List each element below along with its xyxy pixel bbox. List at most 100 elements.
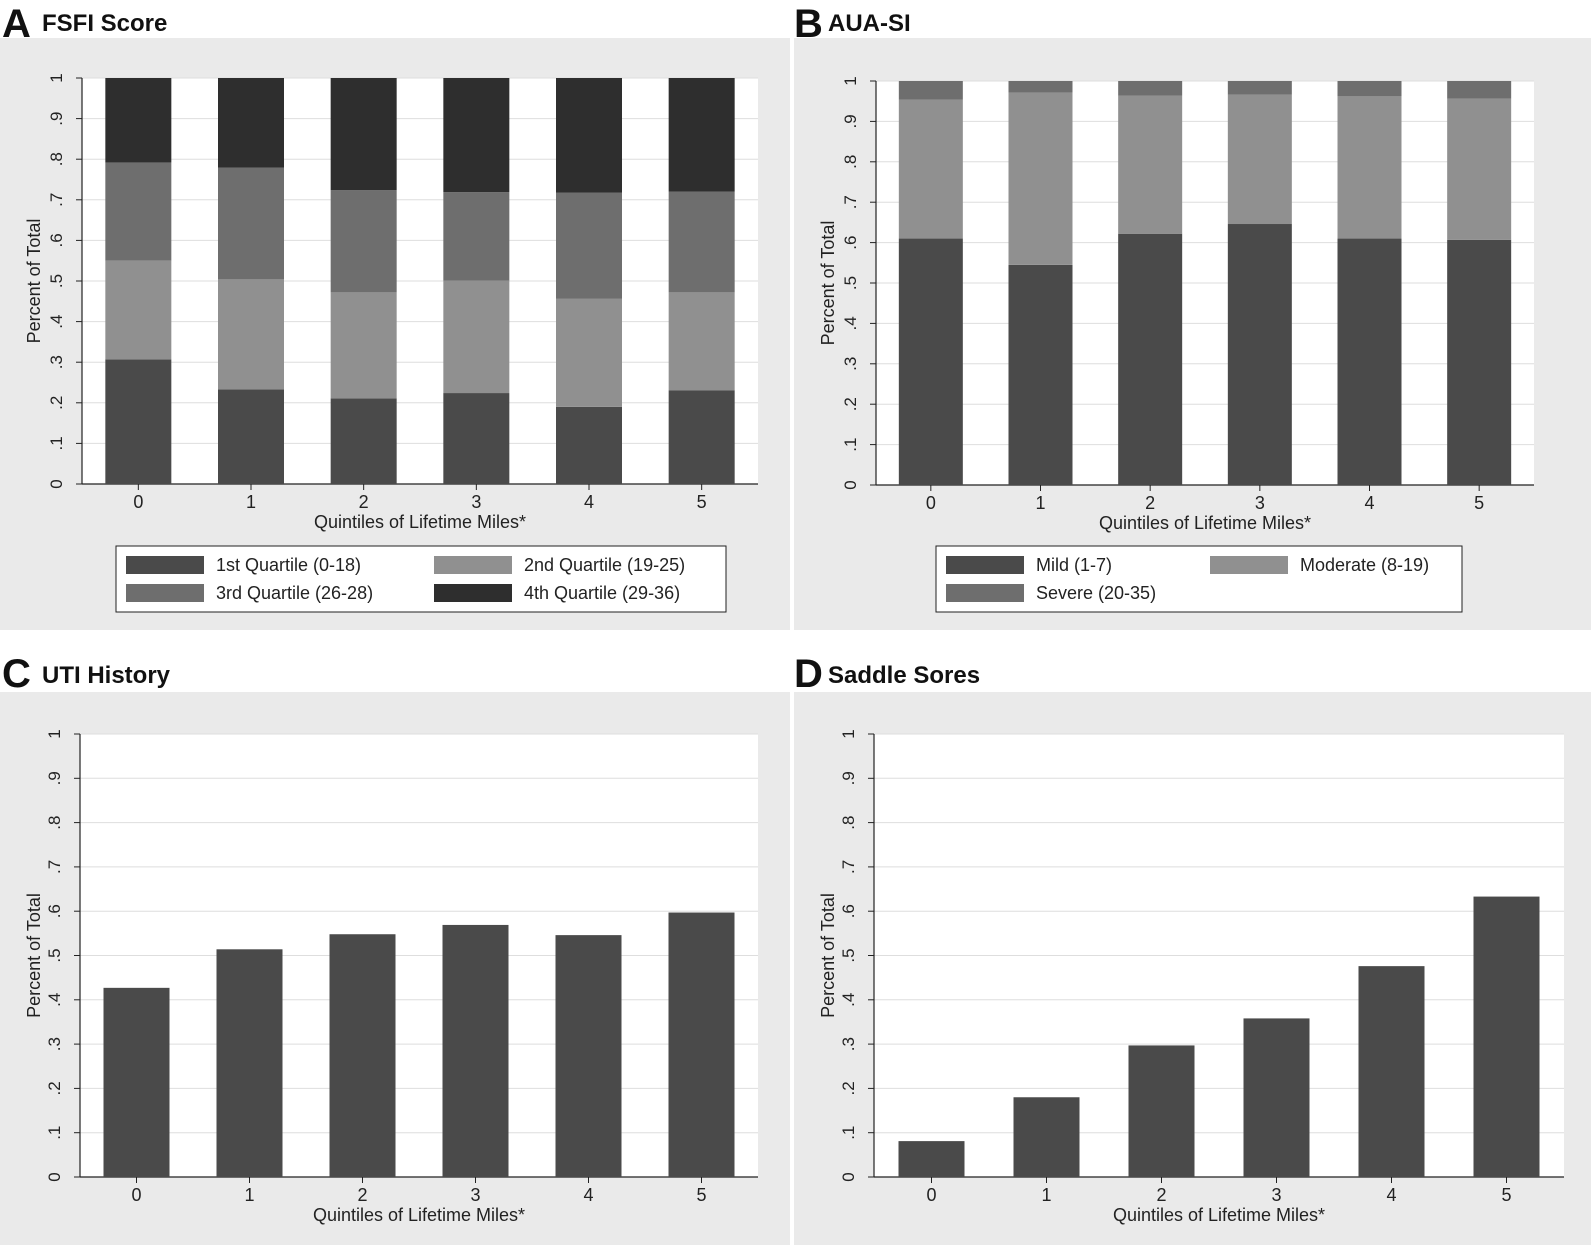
y-tick-label: .7: [839, 860, 858, 874]
bar-3-series-2: [1227, 81, 1292, 95]
bar-4-series-1: [556, 298, 622, 407]
legend-label: Severe (20-35): [1036, 583, 1156, 603]
x-tick-label: 0: [926, 493, 936, 513]
y-tick-label: .6: [839, 904, 858, 918]
chart-title: AUA-SI: [828, 10, 911, 37]
legend-swatch: [946, 556, 1024, 574]
y-tick-label: .9: [839, 771, 858, 785]
bar-4-series-2: [556, 192, 622, 299]
legend-label: Moderate (8-19): [1300, 555, 1429, 575]
panel-a: A FSFI Score 0 .1 .2 .3 .4 .5 .6 .7 .8 .9 1 Percent…: [0, 0, 790, 630]
bar-4-series-0: [556, 406, 622, 484]
legend-swatch: [126, 556, 204, 574]
y-tick-label: .8: [45, 816, 64, 830]
x-axis-label: Quintiles of Lifetime Miles*: [313, 1205, 525, 1225]
y-tick-label: .8: [47, 152, 66, 166]
bar-3-series-0: [443, 393, 510, 484]
bar-3-series-2: [443, 192, 510, 281]
bar-4-series-3: [556, 78, 622, 193]
x-tick-label: 5: [1501, 1185, 1511, 1205]
chart-b: 0 .1 .2 .3 .4 .5 .6 .7 .8 .9 1 Percent of Total 0 1 2 3…: [794, 38, 1591, 630]
bar-4: [1358, 966, 1425, 1177]
y-tick-label: .7: [45, 860, 64, 874]
legend-swatch: [1210, 556, 1288, 574]
legend-label: 1st Quartile (0-18): [216, 555, 361, 575]
y-axis-label: Percent of Total: [24, 219, 44, 344]
bar-2-series-0: [330, 398, 397, 484]
y-tick-label: .9: [45, 771, 64, 785]
y-tick-label: .1: [45, 1126, 64, 1140]
panel-c: C UTI History 0 .1 .2 .3 .4 .5 .6 .7 .8 .9 1 Percen…: [0, 650, 790, 1245]
y-tick-label: .1: [841, 438, 860, 452]
panel-letter: D: [794, 652, 823, 696]
x-tick-label: 0: [133, 492, 143, 512]
bar-0-series-0: [898, 238, 963, 485]
legend-swatch: [946, 584, 1024, 602]
x-tick-label: 4: [1386, 1185, 1396, 1205]
panel-letter: B: [794, 2, 823, 46]
bar-0-series-1: [898, 99, 963, 239]
y-tick-label: .5: [839, 948, 858, 962]
x-axis-label: Quintiles of Lifetime Miles*: [1113, 1205, 1325, 1225]
x-tick-label: 5: [696, 1185, 706, 1205]
bar-3: [442, 924, 509, 1177]
legend-label: 4th Quartile (29-36): [524, 583, 680, 603]
bar-4-series-1: [1337, 96, 1402, 239]
bar-4-series-0: [1337, 238, 1402, 485]
bar-2-series-2: [330, 190, 397, 293]
y-tick-label: .4: [47, 315, 66, 329]
bar-0-series-1: [105, 260, 172, 360]
x-tick-label: 0: [131, 1185, 141, 1205]
x-tick-label: 1: [244, 1185, 254, 1205]
y-tick-label: .8: [839, 816, 858, 830]
x-tick-label: 3: [1271, 1185, 1281, 1205]
y-tick-label: .9: [47, 112, 66, 126]
bar-2-series-1: [1118, 95, 1183, 234]
y-tick-label: 1: [47, 73, 66, 82]
y-tick-label: .5: [47, 274, 66, 288]
y-tick-label: .9: [841, 114, 860, 128]
legend-swatch: [434, 584, 512, 602]
y-tick-label: .2: [839, 1081, 858, 1095]
bar-0-series-2: [105, 162, 172, 261]
y-tick-label: .7: [841, 195, 860, 209]
y-tick-label: .4: [841, 316, 860, 330]
x-tick-label: 4: [584, 492, 594, 512]
legend-label: Mild (1-7): [1036, 555, 1112, 575]
chart-title: UTI History: [42, 662, 171, 689]
bar-0-series-3: [105, 78, 172, 163]
y-tick-label: .6: [45, 904, 64, 918]
y-tick-label: 0: [45, 1172, 64, 1181]
x-tick-label: 4: [583, 1185, 593, 1205]
x-tick-label: 1: [246, 492, 256, 512]
panel-letter: A: [2, 2, 31, 46]
y-tick-label: 0: [47, 479, 66, 488]
legend-label: 2nd Quartile (19-25): [524, 555, 685, 575]
y-tick-label: .4: [839, 993, 858, 1007]
x-tick-label: 3: [470, 1185, 480, 1205]
panel-b: B AUA-SI 0 .1 .2 .3 .4 .5 .6 .7 .8 .9 1 Percent of …: [794, 0, 1591, 630]
bar-3-series-3: [443, 78, 510, 193]
y-tick-label: .4: [45, 993, 64, 1007]
bar-0-series-0: [105, 359, 172, 484]
bar-3-series-1: [443, 280, 510, 394]
x-tick-label: 1: [1041, 1185, 1051, 1205]
legend-swatch: [126, 584, 204, 602]
bar-1: [1013, 1097, 1080, 1177]
y-tick-label: 0: [841, 480, 860, 489]
y-tick-label: 1: [45, 729, 64, 738]
bar-3-series-1: [1227, 94, 1292, 225]
legend-box: [115, 545, 727, 613]
panel-d: D Saddle Sores 0 .1 .2 .3 .4 .5 .6 .7 .8 .9 1 Perce…: [794, 650, 1591, 1245]
bar-5-series-0: [1447, 239, 1512, 485]
bar-2: [1128, 1045, 1195, 1177]
bar-5: [668, 912, 735, 1177]
x-tick-label: 3: [1255, 493, 1265, 513]
y-tick-label: .2: [841, 397, 860, 411]
x-tick-label: 2: [357, 1185, 367, 1205]
bar-1-series-2: [218, 167, 284, 280]
bar-5-series-2: [668, 191, 735, 293]
bar-5-series-1: [668, 292, 735, 391]
legend-label: 3rd Quartile (26-28): [216, 583, 373, 603]
y-tick-label: .1: [47, 436, 66, 450]
